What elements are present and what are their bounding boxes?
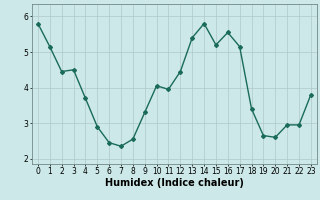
X-axis label: Humidex (Indice chaleur): Humidex (Indice chaleur) — [105, 178, 244, 188]
